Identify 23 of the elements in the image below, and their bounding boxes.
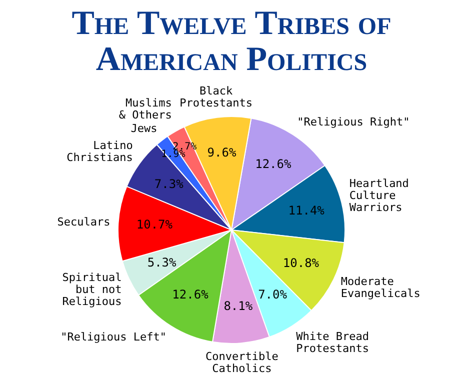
data-label: 5.3% (147, 255, 178, 270)
data-label: 10.8% (282, 256, 320, 270)
data-label: 7.3% (154, 177, 184, 192)
data-label: 12.6% (255, 157, 292, 172)
slice-label: Muslims & Others (118, 96, 172, 122)
slice-label: Black Protestants (180, 84, 253, 110)
slice-label: Seculars (57, 215, 110, 228)
slice-label: Convertible Catholics (206, 350, 278, 375)
slice-label: "Religious Left" (60, 330, 167, 344)
data-label: 11.4% (288, 203, 326, 218)
slice-label: Jews (130, 122, 158, 135)
data-label: 9.6% (207, 146, 237, 160)
slice-label: Moderate Evangelicals (340, 275, 420, 300)
data-label: 8.1% (224, 299, 254, 314)
data-label: 7.0% (258, 287, 288, 302)
slice-label: White Bread Protestants (296, 330, 369, 355)
slice-label: Latino Christians (66, 138, 133, 164)
data-label: 10.7% (136, 218, 174, 232)
slice-label: Heartland Culture Warriors (349, 176, 409, 214)
slice-label: Spiritual but not Religious (62, 270, 122, 308)
slice-label: "Religious Right" (297, 116, 410, 129)
data-label: 12.6% (172, 287, 210, 302)
chart-title: The Twelve Tribes of American Politics (70, 5, 392, 78)
